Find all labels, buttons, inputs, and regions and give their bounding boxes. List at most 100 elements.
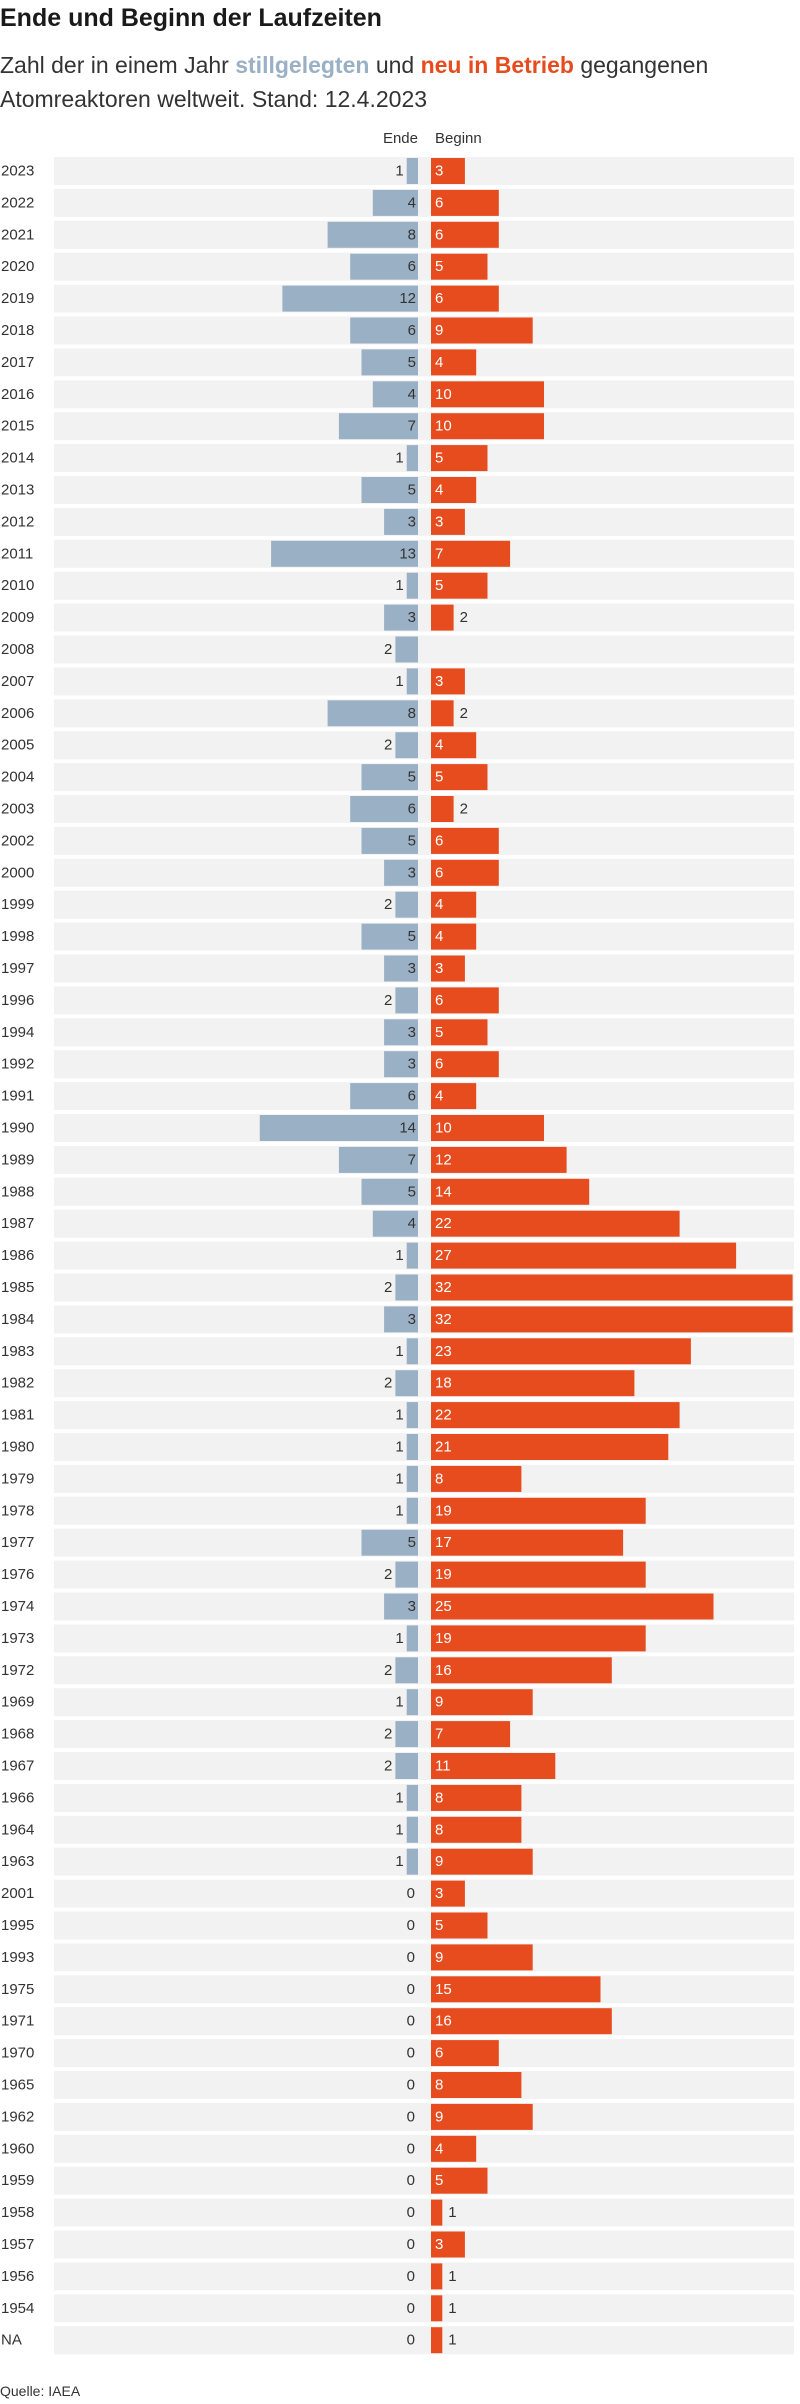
ende-value-2020: 6 <box>408 258 416 275</box>
ende-bar-2010 <box>406 572 418 599</box>
subtitle-text-2: und <box>369 52 421 78</box>
year-label-2005: 2005 <box>1 737 34 754</box>
year-label-2022: 2022 <box>1 194 34 211</box>
beginn-bar-1957 <box>431 2231 465 2258</box>
beginn-value-1982: 18 <box>435 1375 452 1392</box>
ende-value-1999: 2 <box>384 896 392 913</box>
ende-bar-2018 <box>350 317 418 344</box>
year-label-2017: 2017 <box>1 354 34 371</box>
row-band-1991 <box>54 1082 794 1111</box>
beginn-bar-1975 <box>431 1976 601 2003</box>
beginn-value-1990: 10 <box>435 1120 452 1137</box>
beginn-value-1985: 32 <box>435 1279 452 1296</box>
beginn-value-1999: 4 <box>435 896 443 913</box>
ende-value-2003: 6 <box>408 801 416 818</box>
ende-bar-1980 <box>406 1434 418 1460</box>
year-label-1984: 1984 <box>1 1311 34 1328</box>
ende-bar-1964 <box>406 1816 418 1843</box>
beginn-bar-1956 <box>431 2263 443 2290</box>
row-band-1965 <box>54 2071 794 2099</box>
year-label-1994: 1994 <box>1 1024 34 1041</box>
beginn-bar-2002 <box>431 827 499 854</box>
year-label-1974: 1974 <box>1 1598 34 1615</box>
ende-value-1958: 0 <box>407 2204 415 2221</box>
row-band-1973 <box>54 1624 794 1653</box>
row-band-2003 <box>54 795 794 823</box>
ende-bar-1987 <box>372 1210 418 1237</box>
year-label-1981: 1981 <box>1 1407 34 1424</box>
ende-value-1965: 0 <box>407 2077 415 2094</box>
beginn-bar-1983 <box>431 1338 691 1365</box>
ende-value-2009: 3 <box>408 609 416 626</box>
ende-value-1992: 3 <box>408 1056 416 1073</box>
beginn-value-2023: 3 <box>435 163 443 180</box>
row-band-1982 <box>54 1369 794 1398</box>
row-band-1997 <box>54 954 794 983</box>
ende-value-1980: 1 <box>395 1439 403 1456</box>
beginn-value-2018: 9 <box>435 322 443 339</box>
ende-value-1998: 5 <box>408 928 416 945</box>
ende-value-2010: 1 <box>395 577 403 594</box>
year-label-2001: 2001 <box>1 1885 34 1902</box>
year-label-2013: 2013 <box>1 482 34 499</box>
beginn-value-1975: 15 <box>435 1981 452 1998</box>
row-band-2009 <box>54 603 794 632</box>
ende-bar-1990 <box>259 1115 418 1141</box>
ende-bar-1992 <box>384 1051 418 1078</box>
row-band-2017 <box>54 348 794 377</box>
ende-value-2015: 7 <box>408 418 416 435</box>
year-label-2003: 2003 <box>1 801 34 818</box>
beginn-bar-2005 <box>431 732 477 759</box>
row-band-2007 <box>54 667 794 696</box>
ende-bar-2011 <box>271 540 418 567</box>
ende-bar-2007 <box>406 668 418 695</box>
beginn-bar-2013 <box>431 477 477 503</box>
beginn-bar-1968 <box>431 1721 511 1748</box>
row-band-1998 <box>54 922 794 951</box>
beginn-bar-1998 <box>431 923 477 950</box>
ende-value-2004: 5 <box>408 769 416 786</box>
ende-value-1966: 1 <box>395 1789 403 1806</box>
year-label-1962: 1962 <box>1 2108 34 2125</box>
ende-value-1954: 0 <box>407 2300 415 2317</box>
subtitle-ende-highlight: stillgelegten <box>235 52 370 78</box>
beginn-value-2004: 5 <box>435 769 443 786</box>
row-band-2014 <box>54 444 794 473</box>
ende-bar-1983 <box>406 1338 418 1365</box>
chart-title: Ende und Beginn der Laufzeiten <box>0 4 382 32</box>
ende-bar-2015 <box>338 413 418 440</box>
ende-bar-1974 <box>384 1593 418 1620</box>
ende-value-na: 0 <box>407 2332 415 2349</box>
ende-value-1968: 2 <box>384 1726 392 1743</box>
year-label-1963: 1963 <box>1 1853 34 1870</box>
year-label-1983: 1983 <box>1 1343 34 1360</box>
beginn-bar-na <box>431 2327 443 2354</box>
subtitle-text-1: Zahl der in einem Jahr <box>0 52 236 78</box>
row-band-2000 <box>54 858 794 887</box>
beginn-value-1956: 1 <box>448 2268 456 2285</box>
year-label-1995: 1995 <box>1 1917 34 1934</box>
beginn-bar-2003 <box>431 796 454 822</box>
beginn-value-1989: 12 <box>435 1151 452 1168</box>
beginn-bar-1965 <box>431 2072 522 2098</box>
beginn-value-1954: 1 <box>448 2300 456 2317</box>
row-band-1988 <box>54 1177 794 1206</box>
beginn-value-1988: 14 <box>435 1183 452 1200</box>
beginn-bar-1976 <box>431 1561 646 1588</box>
year-label-1968: 1968 <box>1 1726 34 1743</box>
beginn-bar-1964 <box>431 1816 522 1843</box>
year-label-2000: 2000 <box>1 864 34 881</box>
row-band-1968 <box>54 1720 794 1749</box>
beginn-value-1971: 16 <box>435 2013 452 2030</box>
year-label-2009: 2009 <box>1 609 34 626</box>
year-label-1958: 1958 <box>1 2204 34 2221</box>
row-band-1966 <box>54 1783 794 1812</box>
beginn-bar-1989 <box>431 1146 567 1173</box>
ende-value-2000: 3 <box>408 864 416 881</box>
row-band-2001 <box>54 1879 794 1908</box>
beginn-bar-1970 <box>431 2040 499 2067</box>
ende-bar-1991 <box>350 1083 418 1110</box>
year-label-1988: 1988 <box>1 1183 34 1200</box>
ende-bar-1979 <box>406 1465 418 1492</box>
ende-value-2014: 1 <box>395 450 403 467</box>
